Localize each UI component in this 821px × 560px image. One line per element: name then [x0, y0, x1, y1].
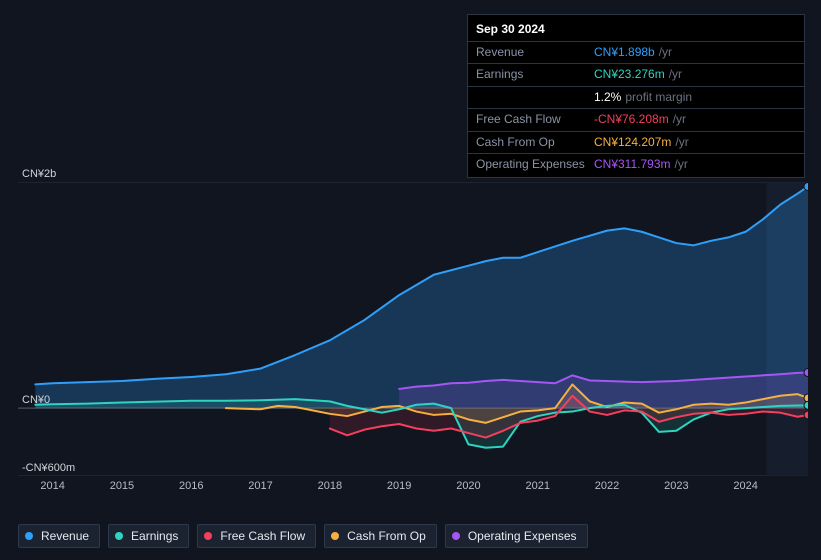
tooltip-row-suffix: /yr [659, 44, 672, 61]
tooltip-row: Cash From OpCN¥124.207m /yr [468, 131, 804, 153]
x-axis-label: 2020 [456, 480, 480, 492]
x-axis-label: 2014 [40, 480, 64, 492]
tooltip-row: EarningsCN¥23.276m /yr [468, 63, 804, 85]
tooltip-row-suffix: /yr [669, 66, 682, 83]
tooltip-row: RevenueCN¥1.898b /yr [468, 41, 804, 63]
x-axis-label: 2015 [110, 480, 134, 492]
tooltip-row: 1.2% profit margin [468, 86, 804, 108]
tooltip-row-suffix: /yr [673, 111, 686, 128]
x-axis-label: 2023 [664, 480, 688, 492]
tooltip-row-value: 1.2% [594, 89, 621, 106]
chart-tooltip: Sep 30 2024 RevenueCN¥1.898b /yrEarnings… [467, 14, 805, 178]
legend-swatch [452, 532, 460, 540]
x-axis-label: 2021 [525, 480, 549, 492]
chart-plot[interactable] [18, 182, 808, 476]
legend-item[interactable]: Cash From Op [324, 524, 437, 548]
legend-bar: Revenue Earnings Free Cash Flow Cash From O… [18, 524, 588, 548]
legend-item[interactable]: Earnings [108, 524, 189, 548]
legend-label: Cash From Op [347, 529, 426, 543]
chart-area: CN¥2b CN¥0 -CN¥600m 2014 2015 2016 2017 2018 20… [18, 160, 808, 490]
legend-label: Operating Expenses [468, 529, 577, 543]
tooltip-row: Free Cash Flow-CN¥76.208m /yr [468, 108, 804, 130]
x-axis-label: 2018 [318, 480, 342, 492]
x-axis-label: 2017 [248, 480, 272, 492]
legend-label: Earnings [131, 529, 178, 543]
x-axis-label: 2024 [733, 480, 757, 492]
legend-swatch [115, 532, 123, 540]
legend-swatch [25, 532, 33, 540]
tooltip-row-value: CN¥23.276m [594, 66, 665, 83]
legend-swatch [204, 532, 212, 540]
legend-swatch [331, 532, 339, 540]
y-axis-label: -CN¥600m [22, 462, 75, 474]
legend-item[interactable]: Free Cash Flow [197, 524, 316, 548]
tooltip-date: Sep 30 2024 [468, 19, 804, 41]
legend-label: Revenue [41, 529, 89, 543]
tooltip-row-suffix: /yr [675, 134, 688, 151]
tooltip-row-value: -CN¥76.208m [594, 111, 669, 128]
legend-item[interactable]: Operating Expenses [445, 524, 588, 548]
tooltip-row-label: Free Cash Flow [476, 111, 594, 128]
tooltip-row-suffix: profit margin [625, 89, 692, 106]
tooltip-row-label: Revenue [476, 44, 594, 61]
legend-item[interactable]: Revenue [18, 524, 100, 548]
x-axis-label: 2016 [179, 480, 203, 492]
tooltip-row-label: Cash From Op [476, 134, 594, 151]
tooltip-row-value: CN¥1.898b [594, 44, 655, 61]
x-axis-label: 2022 [595, 480, 619, 492]
x-axis-label: 2019 [387, 480, 411, 492]
tooltip-row-label: Earnings [476, 66, 594, 83]
y-axis-label: CN¥2b [22, 168, 56, 180]
legend-label: Free Cash Flow [220, 529, 305, 543]
y-axis-label: CN¥0 [22, 394, 50, 406]
tooltip-row-value: CN¥124.207m [594, 134, 671, 151]
